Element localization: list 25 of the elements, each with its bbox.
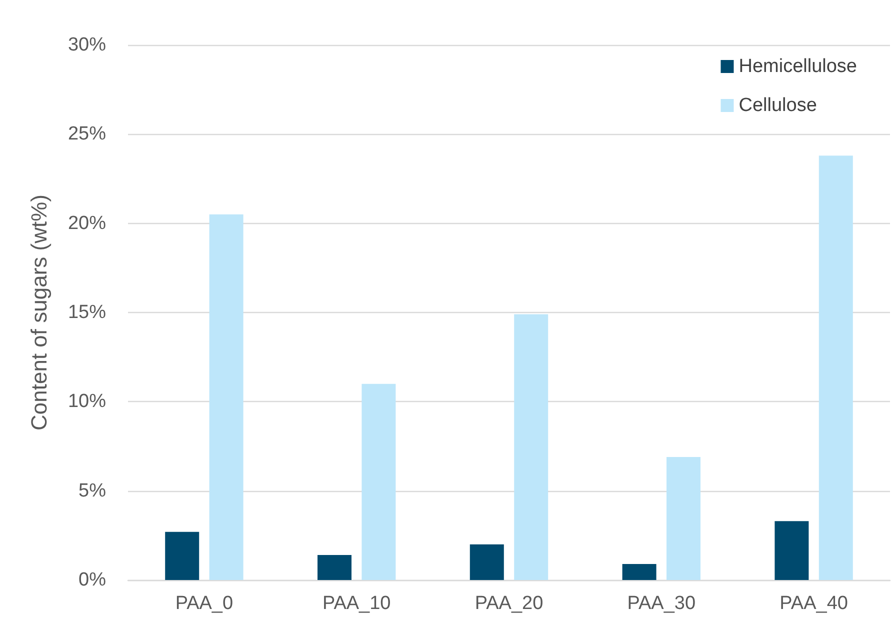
x-tick-label: PAA_40 xyxy=(780,593,848,614)
legend-label: Cellulose xyxy=(738,95,817,116)
bar xyxy=(470,544,504,580)
x-tick-label: PAA_30 xyxy=(627,593,696,614)
bar xyxy=(818,156,853,580)
y-tick-label: 5% xyxy=(78,480,106,502)
y-tick-label: 20% xyxy=(68,212,106,234)
x-tick-label: PAA_10 xyxy=(322,593,391,614)
bar xyxy=(165,532,200,580)
legend-label: Hemicellulose xyxy=(738,56,858,77)
bar xyxy=(362,384,396,580)
y-tick-label: 30% xyxy=(68,34,106,56)
y-tick-label: 10% xyxy=(68,391,106,412)
bar xyxy=(318,555,352,580)
y-tick-label: 25% xyxy=(68,124,106,145)
bar xyxy=(209,214,244,580)
y-tick-label: 0% xyxy=(78,570,106,590)
y-tick-label: 15% xyxy=(68,302,106,323)
bar xyxy=(622,564,656,580)
x-tick-label: PAA_0 xyxy=(175,593,234,614)
bar xyxy=(774,521,809,580)
y-axis-title: Content of sugars (wt%) xyxy=(26,194,52,430)
bar xyxy=(514,314,548,580)
bar xyxy=(666,456,700,580)
x-tick-label: PAA_20 xyxy=(474,593,544,614)
